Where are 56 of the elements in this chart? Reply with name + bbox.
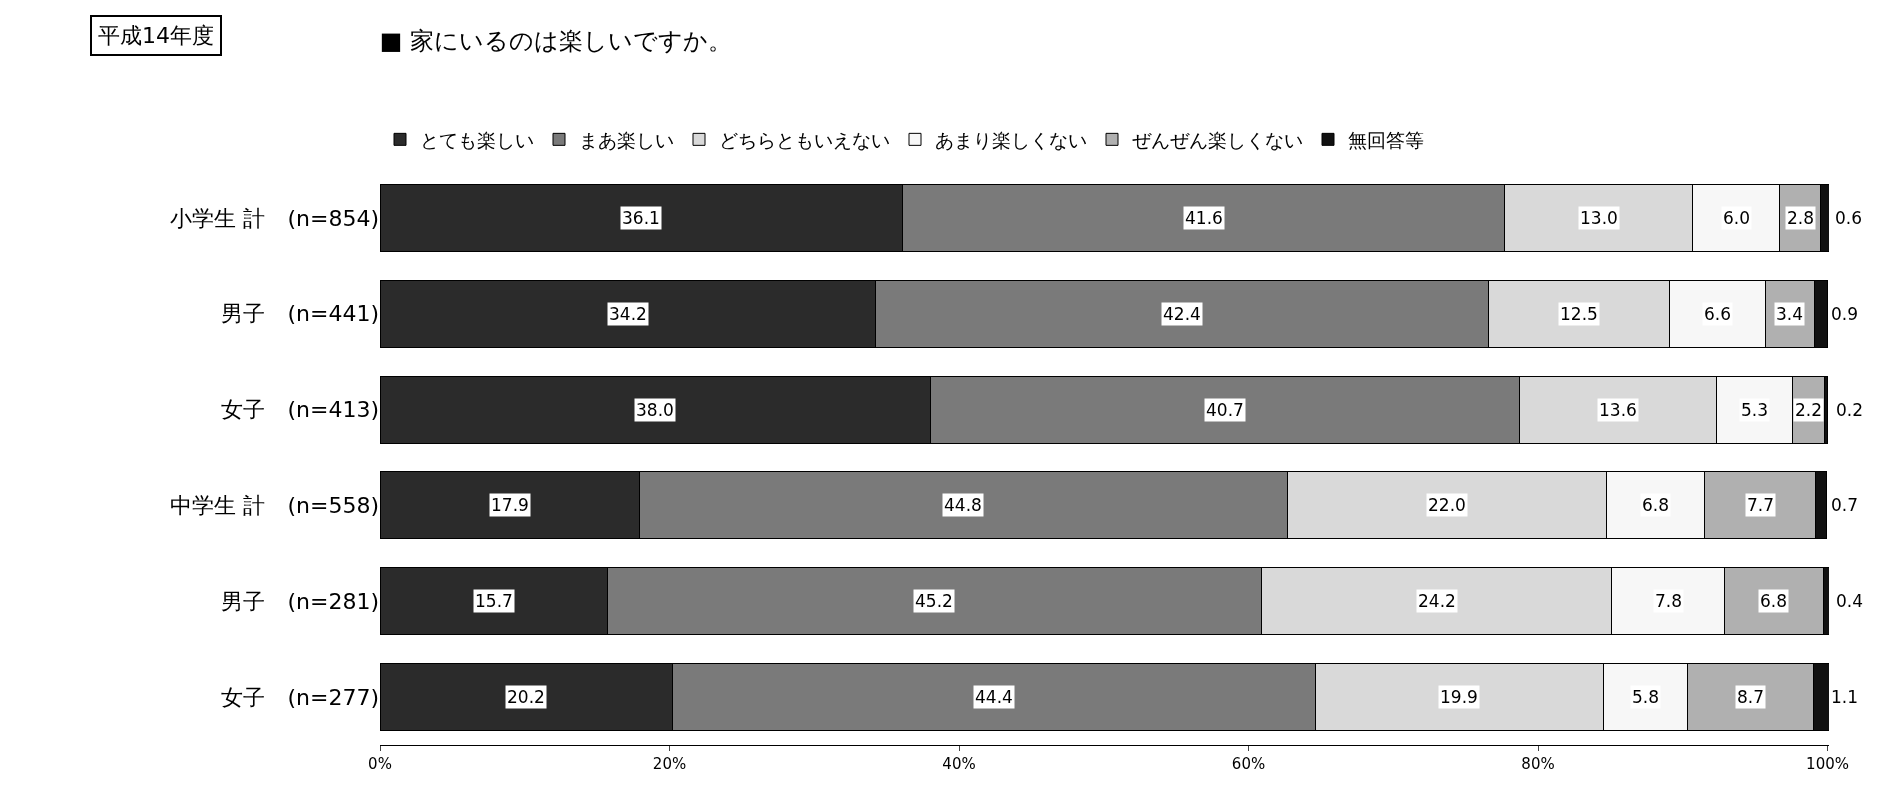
data-label: 1.1 [1831,687,1859,707]
x-tick-label: 40% [942,755,976,773]
data-label: 40.7 [1206,400,1244,420]
chart-title: ■ 家にいるのは楽しいですか。 [379,27,733,55]
legend-label: どちらともいえない [719,128,890,151]
data-label: 38.0 [636,400,674,420]
data-label: 44.4 [975,687,1013,707]
y-tick-label: 男子 (n=281) [221,588,379,614]
data-label: 6.0 [1723,208,1751,228]
y-tick-label: 女子 (n=277) [221,684,379,710]
data-label: 2.2 [1795,400,1823,420]
data-label: 22.0 [1428,495,1466,515]
data-label: 5.8 [1632,687,1660,707]
legend-label: まあ楽しい [579,128,674,151]
data-label: 8.7 [1737,687,1765,707]
data-label: 6.8 [1642,495,1670,515]
data-label: 0.9 [1831,304,1859,324]
x-tick-label: 100% [1806,755,1849,773]
data-label: 0.4 [1836,591,1864,611]
x-tick-label: 80% [1521,755,1555,773]
data-label: 15.7 [475,591,513,611]
data-label: 34.2 [609,304,647,324]
data-label: 0.6 [1835,208,1863,228]
data-label: 7.8 [1655,591,1683,611]
x-tick-label: 0% [368,755,392,773]
data-label: 44.8 [944,495,982,515]
legend-label: とても楽しい [420,128,534,151]
data-label: 41.6 [1185,208,1223,228]
y-tick-label: 小学生 計 (n=854) [170,205,379,231]
data-label: 3.4 [1776,304,1804,324]
data-label: 5.3 [1741,400,1769,420]
data-label: 0.7 [1831,495,1859,515]
data-label: 42.4 [1163,304,1201,324]
y-tick-label: 中学生 計 (n=558) [170,493,379,519]
legend-label: あまり楽しくない [935,128,1087,151]
data-label: 36.1 [622,208,660,228]
data-label: 19.9 [1440,687,1478,707]
data-label: 45.2 [915,591,953,611]
data-label: 6.8 [1760,591,1788,611]
data-label: 20.2 [507,687,545,707]
data-label: 6.6 [1704,304,1732,324]
data-label: 13.6 [1599,400,1637,420]
data-label: 24.2 [1418,591,1456,611]
data-label: 7.7 [1747,495,1775,515]
data-label: 13.0 [1580,208,1618,228]
data-label: 12.5 [1560,304,1598,324]
y-tick-label: 女子 (n=413) [221,397,379,423]
x-tick-label: 20% [652,755,687,773]
data-label: 17.9 [491,495,529,515]
legend-label: ぜんぜん楽しくない [1132,128,1303,151]
data-label: 2.8 [1787,208,1815,228]
text: 平成14年度 [98,23,214,48]
x-tick-label: 60% [1231,755,1266,773]
legend-label: 無回答等 [1348,128,1424,151]
data-label: 0.2 [1836,400,1864,420]
y-tick-label: 男子 (n=441) [221,301,379,327]
